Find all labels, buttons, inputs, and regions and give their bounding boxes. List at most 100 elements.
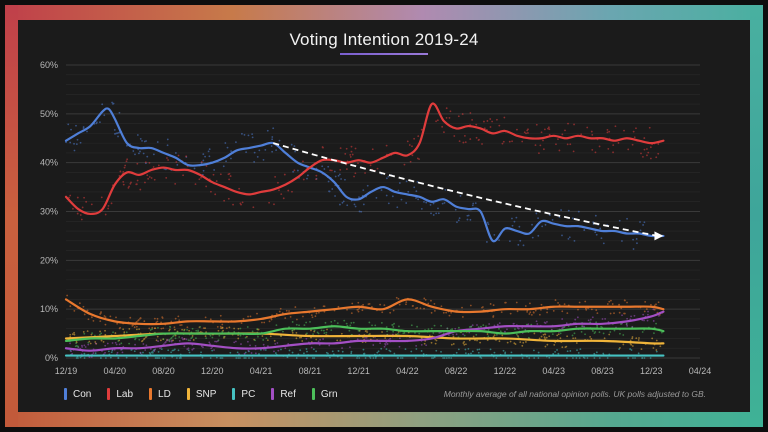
poll-point	[277, 349, 280, 352]
poll-point	[291, 321, 294, 323]
x-tick-label: 08/22	[445, 366, 468, 376]
poll-point	[80, 218, 83, 221]
poll-point	[160, 327, 163, 330]
poll-point	[476, 339, 478, 342]
poll-point	[572, 150, 575, 153]
legend-item-con: Con	[64, 388, 91, 400]
poll-point	[310, 329, 312, 332]
poll-point	[488, 323, 491, 325]
poll-point	[423, 200, 425, 203]
poll-point	[345, 322, 348, 325]
poll-point	[528, 357, 531, 359]
poll-point	[448, 334, 450, 336]
poll-point	[558, 216, 561, 219]
poll-point	[336, 322, 339, 325]
poll-point	[563, 326, 566, 329]
poll-point	[653, 304, 656, 307]
poll-point	[398, 325, 400, 328]
legend-swatch	[64, 388, 67, 400]
poll-point	[330, 329, 333, 331]
poll-point	[630, 349, 633, 351]
poll-point	[559, 332, 562, 335]
poll-point	[493, 233, 496, 236]
poll-point	[563, 303, 566, 306]
poll-point	[236, 351, 239, 354]
poll-point	[625, 322, 628, 325]
poll-point	[633, 136, 636, 139]
poll-point	[321, 146, 324, 148]
poll-point	[391, 195, 394, 198]
poll-point	[508, 140, 511, 143]
poll-point	[171, 349, 174, 352]
frame-bottom-gradient	[5, 412, 763, 427]
poll-point	[457, 219, 460, 222]
y-tick-label: 50%	[40, 109, 58, 119]
poll-point	[346, 324, 349, 327]
poll-point	[574, 337, 577, 340]
poll-point	[278, 189, 280, 192]
poll-point	[465, 343, 467, 346]
poll-point	[66, 294, 69, 297]
poll-point	[581, 325, 583, 327]
poll-point	[489, 303, 492, 305]
poll-point	[584, 307, 587, 310]
poll-point	[117, 135, 119, 138]
poll-point	[137, 319, 140, 321]
poll-point	[260, 348, 262, 351]
poll-point	[469, 304, 472, 307]
poll-point	[450, 311, 453, 314]
poll-point	[309, 320, 311, 323]
poll-point	[387, 202, 390, 205]
poll-point	[73, 331, 75, 334]
poll-point	[516, 327, 519, 329]
poll-point	[627, 148, 630, 151]
poll-point	[215, 340, 218, 343]
poll-point	[329, 169, 332, 172]
poll-point	[534, 144, 537, 147]
poll-point	[122, 170, 125, 173]
poll-point	[287, 342, 290, 345]
poll-point	[69, 141, 72, 144]
poll-point	[166, 144, 169, 147]
poll-point	[106, 342, 109, 345]
poll-point	[107, 350, 110, 353]
poll-point	[486, 333, 489, 335]
poll-point	[362, 189, 365, 192]
poll-point	[481, 306, 483, 309]
poll-point	[430, 327, 433, 330]
poll-point	[330, 320, 333, 323]
poll-point	[643, 221, 646, 224]
series-line-con	[64, 107, 665, 243]
poll-point	[228, 326, 231, 329]
poll-point	[86, 130, 88, 133]
poll-point	[461, 113, 464, 115]
poll-point	[191, 334, 194, 337]
poll-point	[334, 195, 336, 197]
poll-point	[296, 318, 298, 321]
poll-point	[572, 337, 575, 340]
poll-scatter-lab	[68, 107, 660, 221]
poll-point	[182, 338, 184, 341]
poll-point	[104, 351, 106, 354]
poll-point	[273, 339, 276, 342]
poll-point	[471, 350, 474, 353]
legend-label: Grn	[320, 388, 338, 400]
poll-point	[364, 357, 367, 359]
poll-point	[244, 351, 247, 354]
poll-point	[311, 316, 314, 319]
poll-point	[648, 126, 651, 129]
poll-point	[99, 312, 102, 315]
poll-point	[282, 197, 285, 200]
poll-point	[109, 356, 112, 359]
legend-label: Con	[73, 388, 92, 400]
poll-point	[225, 327, 228, 330]
poll-point	[210, 190, 212, 193]
poll-point	[253, 161, 256, 163]
poll-point	[556, 334, 559, 337]
poll-point	[609, 331, 612, 333]
poll-point	[185, 338, 188, 341]
poll-point	[114, 332, 117, 334]
poll-point	[295, 357, 298, 359]
poll-point	[223, 335, 225, 338]
x-tick-label: 04/20	[104, 366, 127, 376]
